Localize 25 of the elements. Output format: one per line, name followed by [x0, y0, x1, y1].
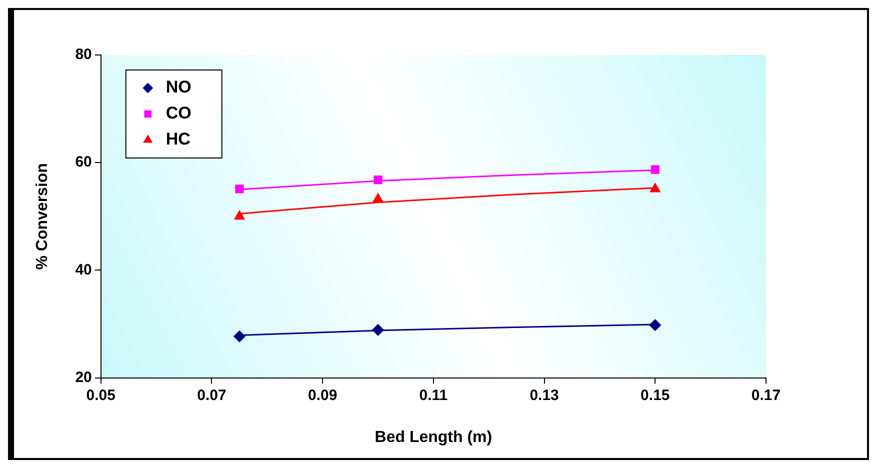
x-axis-title: Bed Length (m)	[374, 428, 492, 446]
point	[650, 183, 660, 192]
x-tick-label: 0.17	[751, 386, 781, 404]
x-tick-label: 0.13	[530, 386, 559, 404]
y-axis-title: % Conversion	[34, 163, 52, 270]
x-tick-label: 0.15	[640, 386, 670, 404]
x-tick-label: 0.05	[86, 386, 116, 404]
point	[649, 319, 661, 331]
point	[374, 176, 382, 184]
x-tick-label: 0.09	[308, 386, 338, 404]
legend-label: CO	[166, 104, 192, 123]
point	[234, 210, 245, 220]
y-tick-label: 20	[75, 368, 92, 386]
point	[650, 165, 660, 174]
y-tick-label: 60	[75, 154, 92, 171]
y-tick-label: 80	[75, 46, 92, 64]
x-tick-label: 0.07	[197, 386, 226, 404]
x-tick-label: 0.11	[419, 386, 448, 404]
point	[234, 330, 246, 342]
legend-label: HC	[166, 130, 190, 149]
legend-label: NO	[166, 78, 192, 97]
point	[372, 324, 384, 336]
point	[235, 184, 244, 194]
y-tick-label: 40	[75, 261, 92, 278]
point	[372, 193, 384, 202]
